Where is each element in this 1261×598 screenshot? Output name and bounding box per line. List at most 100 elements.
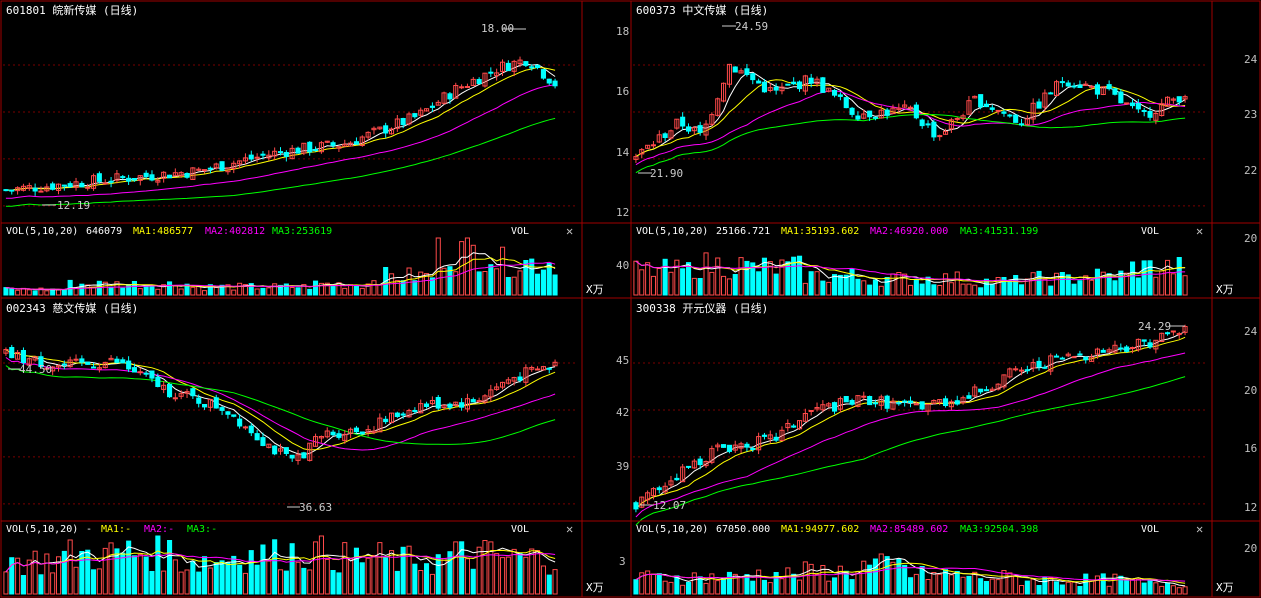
candle-body	[453, 401, 459, 407]
panel-002343[interactable]: 002343 慈文传媒 (日线) 44.50 36.63	[0, 297, 583, 522]
volume-bar	[972, 284, 978, 296]
volume-bar	[937, 573, 943, 595]
candle-body	[913, 403, 919, 406]
candle-body	[837, 94, 843, 97]
volume-bar	[1089, 279, 1095, 296]
candle-body	[1001, 111, 1007, 114]
volume-bar	[318, 282, 324, 296]
candle-body	[61, 184, 67, 187]
volume-bar	[412, 280, 418, 296]
close-icon[interactable]: ✕	[566, 224, 573, 238]
candle-body	[406, 113, 412, 125]
volume-bar	[855, 278, 861, 296]
candle-body	[9, 347, 15, 359]
volume-bar	[529, 548, 535, 595]
volume-bar	[966, 575, 972, 595]
volume-bar	[383, 557, 389, 595]
candle-body	[353, 427, 359, 433]
candle-body	[931, 121, 937, 138]
candle-body	[1124, 346, 1130, 352]
close-icon[interactable]: ✕	[566, 522, 573, 536]
volume-bar	[954, 271, 960, 296]
candle-body	[1024, 369, 1030, 372]
candle-body	[32, 187, 38, 192]
low-marker: 12.19	[42, 199, 90, 212]
high-marker: 24.59	[722, 20, 768, 33]
candle-body	[307, 442, 313, 461]
candle-body	[721, 82, 727, 102]
volume-bar	[872, 558, 879, 595]
volume-bar	[353, 547, 359, 595]
volume-bar	[535, 273, 541, 296]
volume-bar	[353, 284, 359, 296]
candle-body	[242, 426, 248, 429]
volume-bar	[697, 576, 703, 595]
candle-body	[890, 400, 896, 410]
volume-bar	[931, 572, 937, 595]
candle-body	[394, 412, 400, 418]
candle-body	[896, 107, 902, 110]
candle-body	[32, 356, 38, 361]
volume-bar	[441, 267, 447, 296]
vol-ma3: MA3:253619	[272, 226, 332, 237]
candle-body	[715, 98, 721, 116]
candle-body	[9, 189, 15, 192]
vol-tag: VOL	[1141, 226, 1159, 237]
volume-bar	[73, 566, 79, 595]
candle-body	[38, 356, 44, 368]
volume-bar	[424, 273, 430, 296]
candle-body	[517, 59, 523, 65]
candle-body	[691, 127, 697, 132]
candle-body	[15, 352, 21, 360]
volume-bar	[546, 574, 552, 595]
volume-bar	[79, 283, 85, 296]
candle-body	[85, 361, 91, 365]
volume-bar	[161, 284, 167, 296]
price-grid	[633, 362, 1208, 505]
left-tick: 12	[616, 206, 629, 219]
volume-bar	[488, 264, 494, 296]
volume-bar	[884, 556, 890, 595]
vol-ma1: MA1:-	[101, 524, 131, 535]
candle-body	[1042, 366, 1048, 369]
volume-bar	[348, 558, 354, 595]
volume-bar	[750, 580, 756, 595]
candle-body	[645, 492, 651, 501]
close-icon[interactable]: ✕	[1196, 224, 1203, 238]
candle-body	[301, 142, 307, 154]
volume-bar	[1170, 273, 1176, 296]
volume-bar	[517, 270, 523, 296]
candle-body	[184, 391, 190, 394]
candle-body	[867, 396, 873, 406]
vol-tag: VOL	[511, 524, 529, 535]
candle-body	[50, 183, 56, 190]
volume-bar	[1024, 580, 1030, 595]
candle-body	[767, 434, 773, 440]
candle-body	[488, 389, 494, 398]
price-grid	[3, 64, 578, 207]
candle-body	[785, 423, 791, 429]
candle-body	[791, 81, 797, 85]
candle-body	[26, 358, 32, 366]
volume-bar	[948, 574, 954, 595]
candle-body	[359, 136, 365, 146]
ma-line	[5, 117, 556, 207]
volume-bar	[61, 550, 67, 595]
candle-body	[447, 403, 453, 408]
volume-bar	[826, 580, 832, 595]
volume-bar	[826, 281, 832, 296]
left-tick: 42	[616, 406, 629, 419]
right-tick: 16	[1244, 442, 1257, 455]
volume-bar	[691, 277, 697, 296]
close-icon[interactable]: ✕	[1196, 522, 1203, 536]
left-tick: 18	[616, 25, 629, 38]
volume-bar	[686, 262, 692, 296]
candle-body	[470, 78, 476, 87]
volume-bar	[254, 564, 260, 595]
panel-601801[interactable]: 601801 皖新传媒 (日线) 18.00 12.19	[0, 0, 583, 224]
volume-bar	[709, 271, 715, 296]
volume-bar	[336, 572, 342, 595]
volume-002343[interactable]: VOL(5,10,20) - MA1:- MA2:- MA3:- VOL ✕	[0, 520, 583, 598]
vol-ma3: MA3:92504.398	[960, 524, 1038, 535]
volume-bar	[1118, 575, 1124, 595]
